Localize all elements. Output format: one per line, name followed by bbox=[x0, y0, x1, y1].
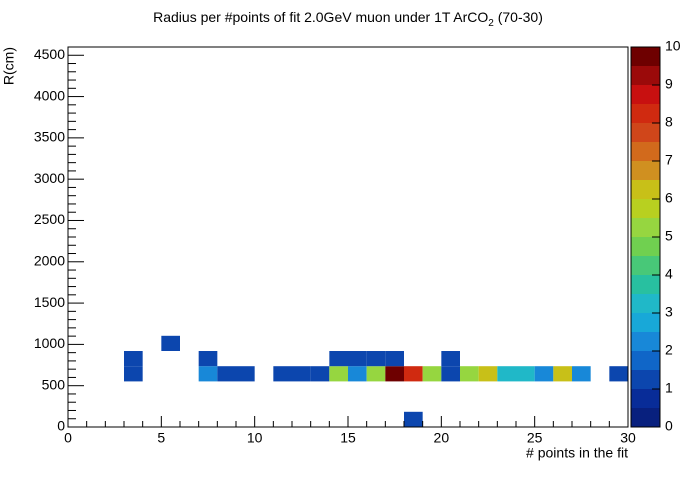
color-band bbox=[631, 389, 660, 408]
z-tick-label: 2 bbox=[665, 342, 673, 358]
color-band bbox=[631, 66, 660, 85]
heatmap-cell bbox=[329, 351, 348, 367]
z-tick-label: 6 bbox=[665, 190, 673, 206]
heatmap-cell bbox=[422, 366, 442, 382]
heatmap-cell bbox=[366, 366, 386, 382]
color-band bbox=[631, 275, 660, 294]
z-tick-label: 9 bbox=[665, 76, 673, 92]
z-tick-label: 7 bbox=[665, 152, 673, 168]
color-band bbox=[631, 123, 660, 142]
title-main: Radius per #points of fit 2.0GeV muon un… bbox=[153, 9, 488, 25]
heatmap-cell bbox=[236, 366, 255, 382]
x-tick-label: 15 bbox=[340, 430, 356, 446]
color-band bbox=[631, 370, 660, 389]
color-band bbox=[631, 85, 660, 104]
color-band bbox=[631, 313, 660, 332]
color-band bbox=[631, 180, 660, 199]
y-tick-label: 1000 bbox=[34, 335, 65, 351]
color-band bbox=[631, 47, 660, 66]
color-band bbox=[631, 332, 660, 351]
heatmap-cell bbox=[161, 335, 180, 351]
y-tick-label: 2500 bbox=[34, 211, 65, 227]
color-band bbox=[631, 351, 660, 370]
heatmap-cell bbox=[553, 366, 572, 382]
z-tick-label: 5 bbox=[665, 228, 673, 244]
y-tick-label: 4500 bbox=[34, 46, 65, 62]
heatmap-cell bbox=[404, 411, 423, 427]
heatmap-cell bbox=[348, 351, 367, 367]
heatmap-cell bbox=[292, 366, 311, 382]
heatmap-cell bbox=[497, 366, 516, 382]
color-band bbox=[631, 199, 660, 218]
x-tick-label: 25 bbox=[527, 430, 543, 446]
z-tick-label: 4 bbox=[665, 266, 673, 282]
heatmap-cell bbox=[609, 366, 628, 382]
color-band bbox=[631, 408, 660, 427]
y-tick-label: 2000 bbox=[34, 252, 65, 268]
heatmap-cell bbox=[441, 366, 460, 382]
color-band bbox=[631, 104, 660, 123]
heatmap-cell bbox=[404, 366, 423, 382]
y-tick-label: 4000 bbox=[34, 87, 65, 103]
color-band bbox=[631, 161, 660, 180]
x-tick-label: 10 bbox=[247, 430, 263, 446]
heatmap-cell bbox=[460, 366, 479, 382]
heatmap-cell bbox=[310, 366, 330, 382]
color-band bbox=[631, 294, 660, 313]
heatmap-cell bbox=[329, 366, 348, 382]
heatmap-cell bbox=[385, 366, 404, 382]
heatmap-cell bbox=[124, 351, 143, 367]
y-axis-label: R(cm) bbox=[1, 47, 17, 85]
heatmap-cell bbox=[273, 366, 292, 382]
z-tick-label: 0 bbox=[665, 418, 673, 434]
chart-title: Radius per #points of fit 2.0GeV muon un… bbox=[153, 9, 543, 29]
heatmap-cell bbox=[572, 366, 591, 382]
color-band bbox=[631, 218, 660, 237]
color-band bbox=[631, 142, 660, 161]
heatmap-cell bbox=[441, 351, 460, 367]
z-tick-label: 1 bbox=[665, 380, 673, 396]
heatmap-cell bbox=[198, 366, 218, 382]
title-subscript: 2 bbox=[488, 18, 494, 29]
x-tick-label: 5 bbox=[157, 430, 165, 446]
heatmap-cell bbox=[217, 366, 236, 382]
heatmap-cell bbox=[534, 366, 554, 382]
y-tick-label: 3000 bbox=[34, 170, 65, 186]
z-tick-label: 3 bbox=[665, 304, 673, 320]
heatmap-cell bbox=[478, 366, 498, 382]
x-axis-label: # points in the fit bbox=[526, 445, 628, 461]
z-tick-label: 8 bbox=[665, 114, 673, 130]
x-tick-label: 20 bbox=[434, 430, 450, 446]
heatmap-cell bbox=[366, 351, 386, 367]
heatmap-cell bbox=[385, 351, 404, 367]
heatmap-cell bbox=[516, 366, 535, 382]
x-tick-label: 30 bbox=[620, 430, 636, 446]
y-tick-label: 1500 bbox=[34, 294, 65, 310]
title-tail: (70-30) bbox=[494, 9, 543, 25]
x-tick-label: 0 bbox=[64, 430, 72, 446]
z-tick-label: 10 bbox=[665, 38, 681, 54]
y-tick-label: 0 bbox=[57, 418, 65, 434]
color-band bbox=[631, 237, 660, 256]
y-tick-label: 3500 bbox=[34, 129, 65, 145]
heatmap-cell bbox=[124, 366, 143, 382]
y-tick-label: 500 bbox=[42, 376, 66, 392]
heatmap-cell bbox=[198, 351, 218, 367]
heatmap-cell bbox=[348, 366, 367, 382]
color-band bbox=[631, 256, 660, 275]
